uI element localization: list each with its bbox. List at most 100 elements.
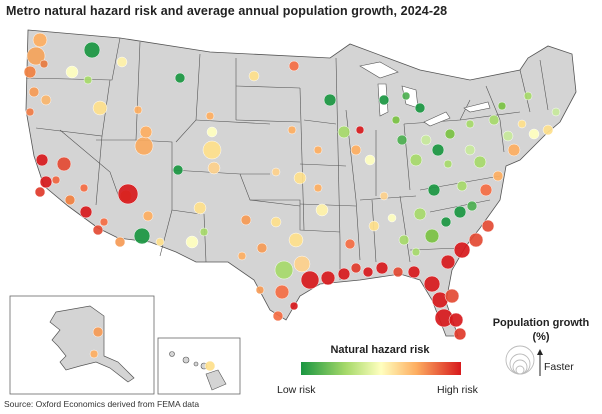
metro-bubble [26,46,46,66]
metro-bubble [35,153,49,167]
metro-bubble [315,203,329,217]
size-legend-faster-label: Faster [544,361,574,373]
metro-bubble [117,183,139,205]
metro-bubble [256,242,268,254]
metro-bubble [133,227,151,245]
metro-bubble [89,349,99,359]
metro-bubble [92,100,108,116]
metro-bubble [142,210,154,222]
metro-bubble [448,312,464,328]
metro-bubble [289,301,299,311]
metro-bubble [293,171,307,185]
metro-bubble [134,136,154,156]
metro-bubble [551,107,561,117]
metro-bubble [274,260,294,280]
metro-bubble [396,134,408,146]
metro-bubble [320,270,336,286]
metro-bubble [507,143,521,157]
metro-bubble [65,65,79,79]
metro-bubble [300,270,320,290]
chart-title: Metro natural hazard risk and average an… [6,4,448,18]
metro-bubble [172,164,184,176]
metro-bubble [456,180,468,192]
metro-bubble [25,107,35,117]
metro-bubble [293,255,311,273]
great-lakes [359,61,491,127]
metro-bubble [488,114,500,126]
metro-bubble [133,105,143,115]
metro-bubble [139,125,153,139]
metro-bubble [464,144,476,156]
metro-bubble [443,159,453,169]
metro-bubble [40,94,52,106]
high-risk-label: High risk [437,384,478,396]
metro-bubble [51,175,61,185]
metro-bubble [391,115,401,125]
metro-bubble [444,288,460,304]
arrow-up-icon [537,349,543,376]
metro-bubble [237,251,247,261]
metro-bubble [116,56,128,68]
metro-bubble [313,145,323,155]
metro-bubble [411,247,421,257]
metro-bubble [207,161,221,175]
size-legend-circles [505,345,535,375]
metro-bubble [32,32,48,48]
metro-bubble [155,237,165,247]
state-borders [25,37,549,280]
metro-bubble [344,238,356,250]
metro-bubble [240,214,252,226]
metro-bubble [204,360,216,372]
metro-bubble [323,93,337,107]
metro-bubble [479,183,493,197]
metro-bubble [368,220,380,232]
metro-bubble [92,224,104,236]
alaska-shape [49,305,135,383]
metro-bubble [99,217,109,227]
metro-bubble [248,70,260,82]
metro-bubble [199,227,209,237]
metro-bubble [517,119,527,129]
metro-bubble [28,86,40,98]
metro-bubble [350,262,362,274]
metro-bubble [375,261,389,275]
metro-bubble [288,232,304,248]
metro-bubble [523,91,533,101]
color-scale-bar [301,362,461,375]
metro-bubble [92,326,104,338]
color-legend-title: Natural hazard risk [330,344,430,356]
metro-bubble [56,156,72,172]
metro-bubble [392,266,404,278]
metro-bubble [492,170,504,182]
metro-bubble [502,130,514,142]
metro-bubble [481,219,495,233]
metro-bubble [414,102,426,114]
metro-bubble [64,194,76,206]
metro-bubble [271,167,281,177]
metro-bubble [79,183,89,193]
metro-bubble [444,128,456,140]
metro-bubble [378,94,390,106]
metro-bubble [407,265,421,279]
metro-bubble [287,125,297,135]
metro-bubble [401,91,411,101]
metro-bubble [423,275,441,293]
metro-bubble [174,72,186,84]
metro-bubble [398,234,410,246]
source-note: Source: Oxford Economics derived from FE… [4,399,200,409]
metro-bubble [453,205,467,219]
metro-bubble [473,155,487,169]
metro-bubble [23,65,37,79]
metro-bubble [337,125,351,139]
hawaii-shapes [169,351,227,391]
metro-bubble [288,60,300,72]
metro-bubble [202,140,222,160]
metro-bubble [424,228,440,244]
metro-bubble [337,267,351,281]
metro-bubble [413,207,427,221]
metro-bubble [274,284,290,300]
metro-bubble [205,111,215,121]
metro-bubble [379,191,389,201]
low-risk-label: Low risk [277,384,316,396]
